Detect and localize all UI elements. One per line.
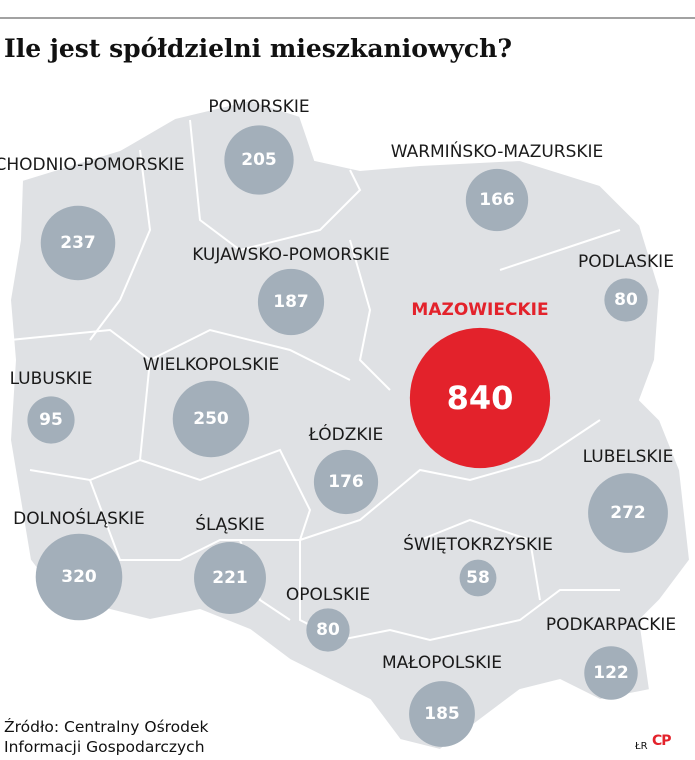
region-name: KUJAWSKO-POMORSKIE [192,245,390,265]
bubble-value: 80 [614,290,638,310]
bubble-value: 250 [193,409,229,429]
bubble [35,533,123,621]
bubble-value: 176 [328,472,364,492]
region-name: OPOLSKIE [286,585,370,605]
bubble [306,608,350,652]
bubble [604,278,648,322]
bubble-value: 272 [610,503,646,523]
region-borders [9,119,621,642]
title: Ile jest spółdzielni mieszkaniowych? [4,34,512,63]
bubble [224,125,294,195]
bubble-value: 205 [241,150,277,170]
bubble [313,449,379,515]
bubble-value: 58 [466,568,490,588]
bubble [40,205,116,281]
region-name: ŚWIĘTOKRZYSKIE [403,533,553,555]
bubble-value: 95 [39,410,63,430]
region-name: MAZOWIECKIE [411,300,548,320]
region-name: WARMIŃSKO-MAZURSKIE [391,140,604,162]
region-name: DOLNOŚLĄSKIE [13,507,145,529]
region-name: PODKARPACKIE [546,615,676,635]
bubble-value: 221 [212,568,248,588]
bubble [584,646,638,700]
region-name: ZACHODNIO-POMORSKIE [0,155,185,175]
bubble [459,559,497,597]
region-name: LUBUSKIE [10,369,93,389]
region-name: ŁÓDZKIE [308,423,384,445]
region-name: MAŁOPOLSKIE [382,653,502,673]
bubble-value: 320 [61,567,97,587]
region-name: PODLASKIE [578,252,674,272]
region-name: ŚLĄSKIE [195,513,265,535]
bubble-value: 122 [593,663,629,683]
bubble-value: 840 [447,379,514,417]
region-name: WIELKOPOLSKIE [143,355,279,375]
bubble [409,327,551,469]
bubble-value: 187 [273,292,309,312]
bubble-value: 185 [424,704,460,724]
bubble [257,268,325,336]
source: Źródło: Centralny Ośrodek [4,718,209,736]
bubble-value: 80 [316,620,340,640]
bubble [588,473,668,553]
bubble [465,168,529,232]
bubble-value: 237 [60,233,96,253]
bubble [27,396,75,444]
bubble [172,380,250,458]
region-name: LUBELSKIE [583,447,674,467]
source: Informacji Gospodarczych [4,738,205,756]
bubble-value: 166 [479,190,515,210]
logo: CP [652,733,672,749]
bubble [194,542,266,614]
credit: ŁR [635,741,648,752]
bubble [409,681,475,747]
region-name: POMORSKIE [208,97,309,117]
